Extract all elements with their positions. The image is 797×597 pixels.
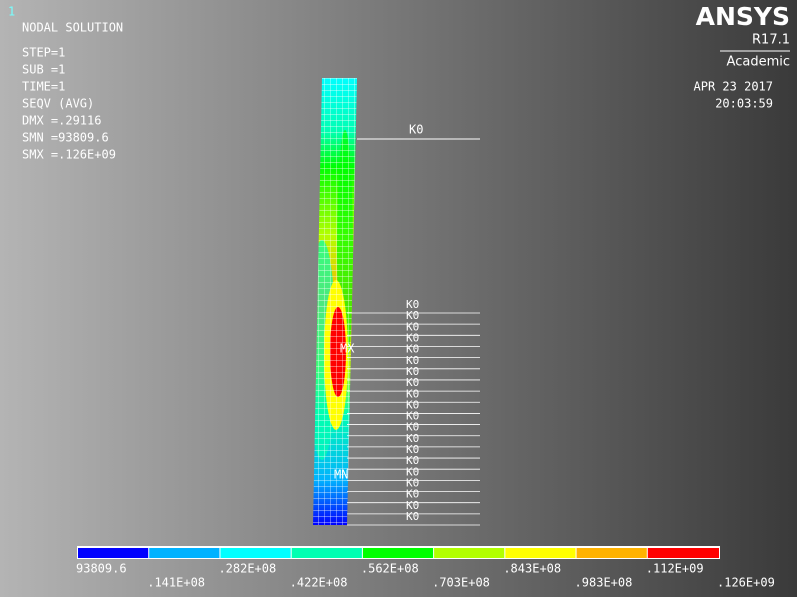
result-info: TIME=1: [22, 80, 65, 94]
load-label: K0: [406, 320, 419, 333]
load-label: K0: [406, 488, 419, 501]
result-title: NODAL SOLUTION: [22, 21, 123, 35]
legend-label: .126E+09: [717, 576, 775, 590]
legend-label: .703E+08: [432, 576, 490, 590]
legend-label: .562E+08: [361, 562, 419, 576]
load-label: K0: [406, 454, 419, 467]
legend-label: 93809.6: [76, 562, 127, 576]
min-label: MN: [334, 468, 348, 482]
load-label: K0: [406, 331, 419, 344]
legend-label: .983E+08: [575, 576, 633, 590]
legend-swatch: [149, 548, 220, 558]
load-label: K0: [406, 510, 419, 523]
legend-swatch: [505, 548, 576, 558]
legend-label: .422E+08: [290, 576, 348, 590]
load-label: K0: [406, 443, 419, 456]
legend-label: .112E+09: [646, 562, 704, 576]
legend-label: .843E+08: [503, 562, 561, 576]
brand-name: ANSYS: [696, 2, 790, 31]
load-label: K0: [406, 354, 419, 367]
legend-swatch: [78, 548, 149, 558]
load-label: K0: [406, 432, 419, 445]
date: APR 23 2017: [694, 80, 773, 94]
load-label: K0: [406, 499, 419, 512]
load-label: K0: [406, 298, 419, 311]
load-label: K0: [406, 365, 419, 378]
legend-swatch: [647, 548, 719, 558]
load-label: K0: [406, 421, 419, 434]
load-label: K0: [409, 123, 423, 137]
load-label: K0: [406, 343, 419, 356]
legend-swatch: [291, 548, 362, 558]
legend-swatch: [362, 548, 434, 558]
legend-label: .141E+08: [147, 576, 205, 590]
window-number: 1: [8, 5, 15, 19]
result-info: SMN =93809.6: [22, 131, 109, 145]
result-info: DMX =.29116: [22, 114, 101, 128]
legend-swatch: [434, 548, 505, 558]
load-label: K0: [406, 376, 419, 389]
time: 20:03:59: [715, 97, 773, 111]
result-info: STEP=1: [22, 46, 65, 60]
brand-release: R17.1: [752, 33, 790, 48]
legend-label: .282E+08: [218, 562, 276, 576]
max-label: MX: [340, 342, 355, 356]
result-info: SMX =.126E+09: [22, 148, 116, 162]
legend-swatch: [576, 548, 647, 558]
legend-swatch: [220, 548, 291, 558]
load-label: K0: [406, 387, 419, 400]
load-label: K0: [406, 477, 419, 490]
result-info: SEQV (AVG): [22, 97, 94, 111]
load-label: K0: [406, 398, 419, 411]
load-label: K0: [406, 465, 419, 478]
result-info: SUB =1: [22, 63, 65, 77]
load-label: K0: [406, 410, 419, 423]
brand-edition: Academic: [727, 55, 790, 70]
load-label: K0: [406, 309, 419, 322]
